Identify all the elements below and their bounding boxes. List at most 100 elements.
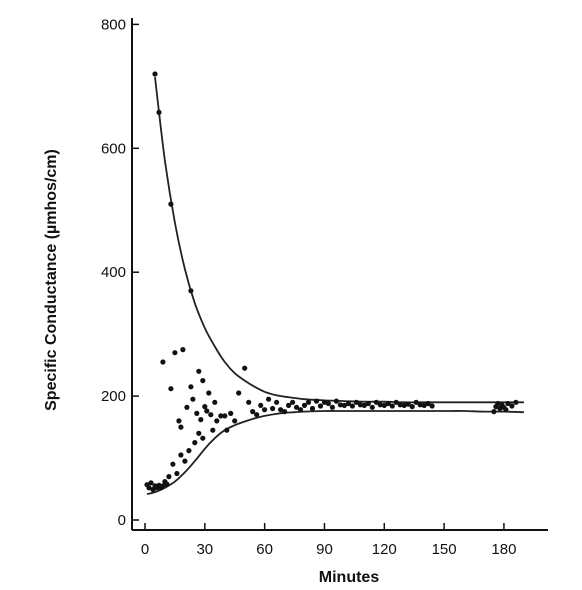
- data-point: [329, 404, 335, 410]
- data-point: [297, 407, 304, 413]
- data-point: [337, 402, 343, 408]
- y-axis-title: Specific Conductance (µmhos/cm): [43, 149, 60, 411]
- data-point: [393, 399, 399, 405]
- x-tick-label: 60: [256, 541, 273, 558]
- data-point: [317, 403, 324, 409]
- data-point: [491, 409, 497, 415]
- y-tick-label: 800: [101, 16, 126, 33]
- data-point: [204, 408, 210, 414]
- data-point: [148, 480, 154, 486]
- data-point: [228, 410, 234, 416]
- data-point: [168, 201, 174, 207]
- data-point: [170, 461, 176, 467]
- data-point: [188, 384, 194, 390]
- data-point: [429, 403, 435, 409]
- data-point: [357, 402, 363, 408]
- data-point: [222, 413, 228, 419]
- data-point: [381, 402, 387, 408]
- data-points: [144, 71, 519, 493]
- data-point: [278, 407, 284, 413]
- data-point: [200, 378, 206, 384]
- data-point: [232, 418, 238, 424]
- data-point: [164, 481, 170, 487]
- data-point: [160, 359, 166, 365]
- data-point: [389, 403, 395, 409]
- data-point: [349, 403, 355, 409]
- data-point: [495, 400, 501, 407]
- y-tick-label: 200: [101, 388, 126, 405]
- data-point: [196, 430, 202, 436]
- data-point: [345, 400, 351, 407]
- x-tick-label: 180: [491, 541, 516, 558]
- data-point: [409, 404, 415, 410]
- data-point: [425, 400, 431, 407]
- x-tick-label: 0: [141, 541, 149, 558]
- data-point: [250, 409, 256, 415]
- data-point: [178, 424, 184, 430]
- data-point: [168, 386, 174, 392]
- y-axis: 0 200 400 600 800: [101, 16, 139, 530]
- data-point: [369, 404, 375, 410]
- data-point: [401, 402, 407, 408]
- data-point: [188, 288, 194, 294]
- data-point: [176, 418, 182, 424]
- data-point: [313, 398, 320, 404]
- data-point: [242, 365, 248, 371]
- data-point: [341, 402, 347, 408]
- data-point: [160, 483, 166, 489]
- lower-envelope-curve: [146, 410, 524, 495]
- data-point: [286, 402, 292, 408]
- data-point: [417, 402, 423, 408]
- data-point: [178, 452, 184, 458]
- data-point: [405, 401, 411, 407]
- data-point: [373, 399, 379, 405]
- data-point: [385, 400, 391, 407]
- y-tick-label: 400: [101, 264, 126, 281]
- data-point: [333, 398, 339, 404]
- data-point: [397, 402, 403, 408]
- data-point: [192, 440, 198, 446]
- data-point: [200, 435, 206, 441]
- data-point: [321, 399, 328, 405]
- data-point: [413, 399, 419, 405]
- x-axis: 0 30 60 90 120 150 180: [132, 523, 548, 558]
- data-point: [184, 404, 190, 410]
- data-point: [196, 368, 202, 374]
- data-point: [361, 402, 367, 408]
- data-point: [293, 404, 300, 410]
- data-point: [305, 399, 312, 405]
- y-tick-label: 0: [118, 512, 126, 529]
- data-point: [186, 448, 192, 454]
- data-point: [505, 400, 511, 407]
- data-point: [208, 412, 214, 418]
- data-point: [218, 413, 224, 419]
- data-point: [246, 399, 252, 405]
- data-point: [172, 350, 178, 356]
- data-point: [236, 390, 242, 396]
- x-tick-label: 120: [372, 541, 397, 558]
- data-point: [182, 458, 188, 464]
- data-point: [274, 399, 280, 405]
- data-point: [262, 407, 268, 413]
- data-point: [206, 390, 212, 396]
- data-point: [194, 410, 200, 416]
- data-point: [513, 399, 519, 405]
- data-point: [421, 402, 427, 408]
- y-tick-label: 600: [101, 140, 126, 157]
- data-point: [325, 400, 331, 407]
- data-point: [377, 402, 383, 408]
- x-tick-label: 30: [196, 541, 213, 558]
- data-point: [166, 474, 172, 480]
- data-point: [266, 396, 272, 402]
- data-point: [214, 418, 220, 424]
- data-point: [509, 403, 515, 409]
- data-point: [212, 399, 218, 405]
- fit-curves: [146, 76, 524, 495]
- x-axis-title: Minutes: [319, 569, 380, 586]
- data-point: [224, 427, 230, 433]
- data-point: [198, 417, 204, 423]
- data-point: [290, 399, 296, 405]
- data-point: [301, 402, 308, 408]
- data-point: [152, 71, 158, 77]
